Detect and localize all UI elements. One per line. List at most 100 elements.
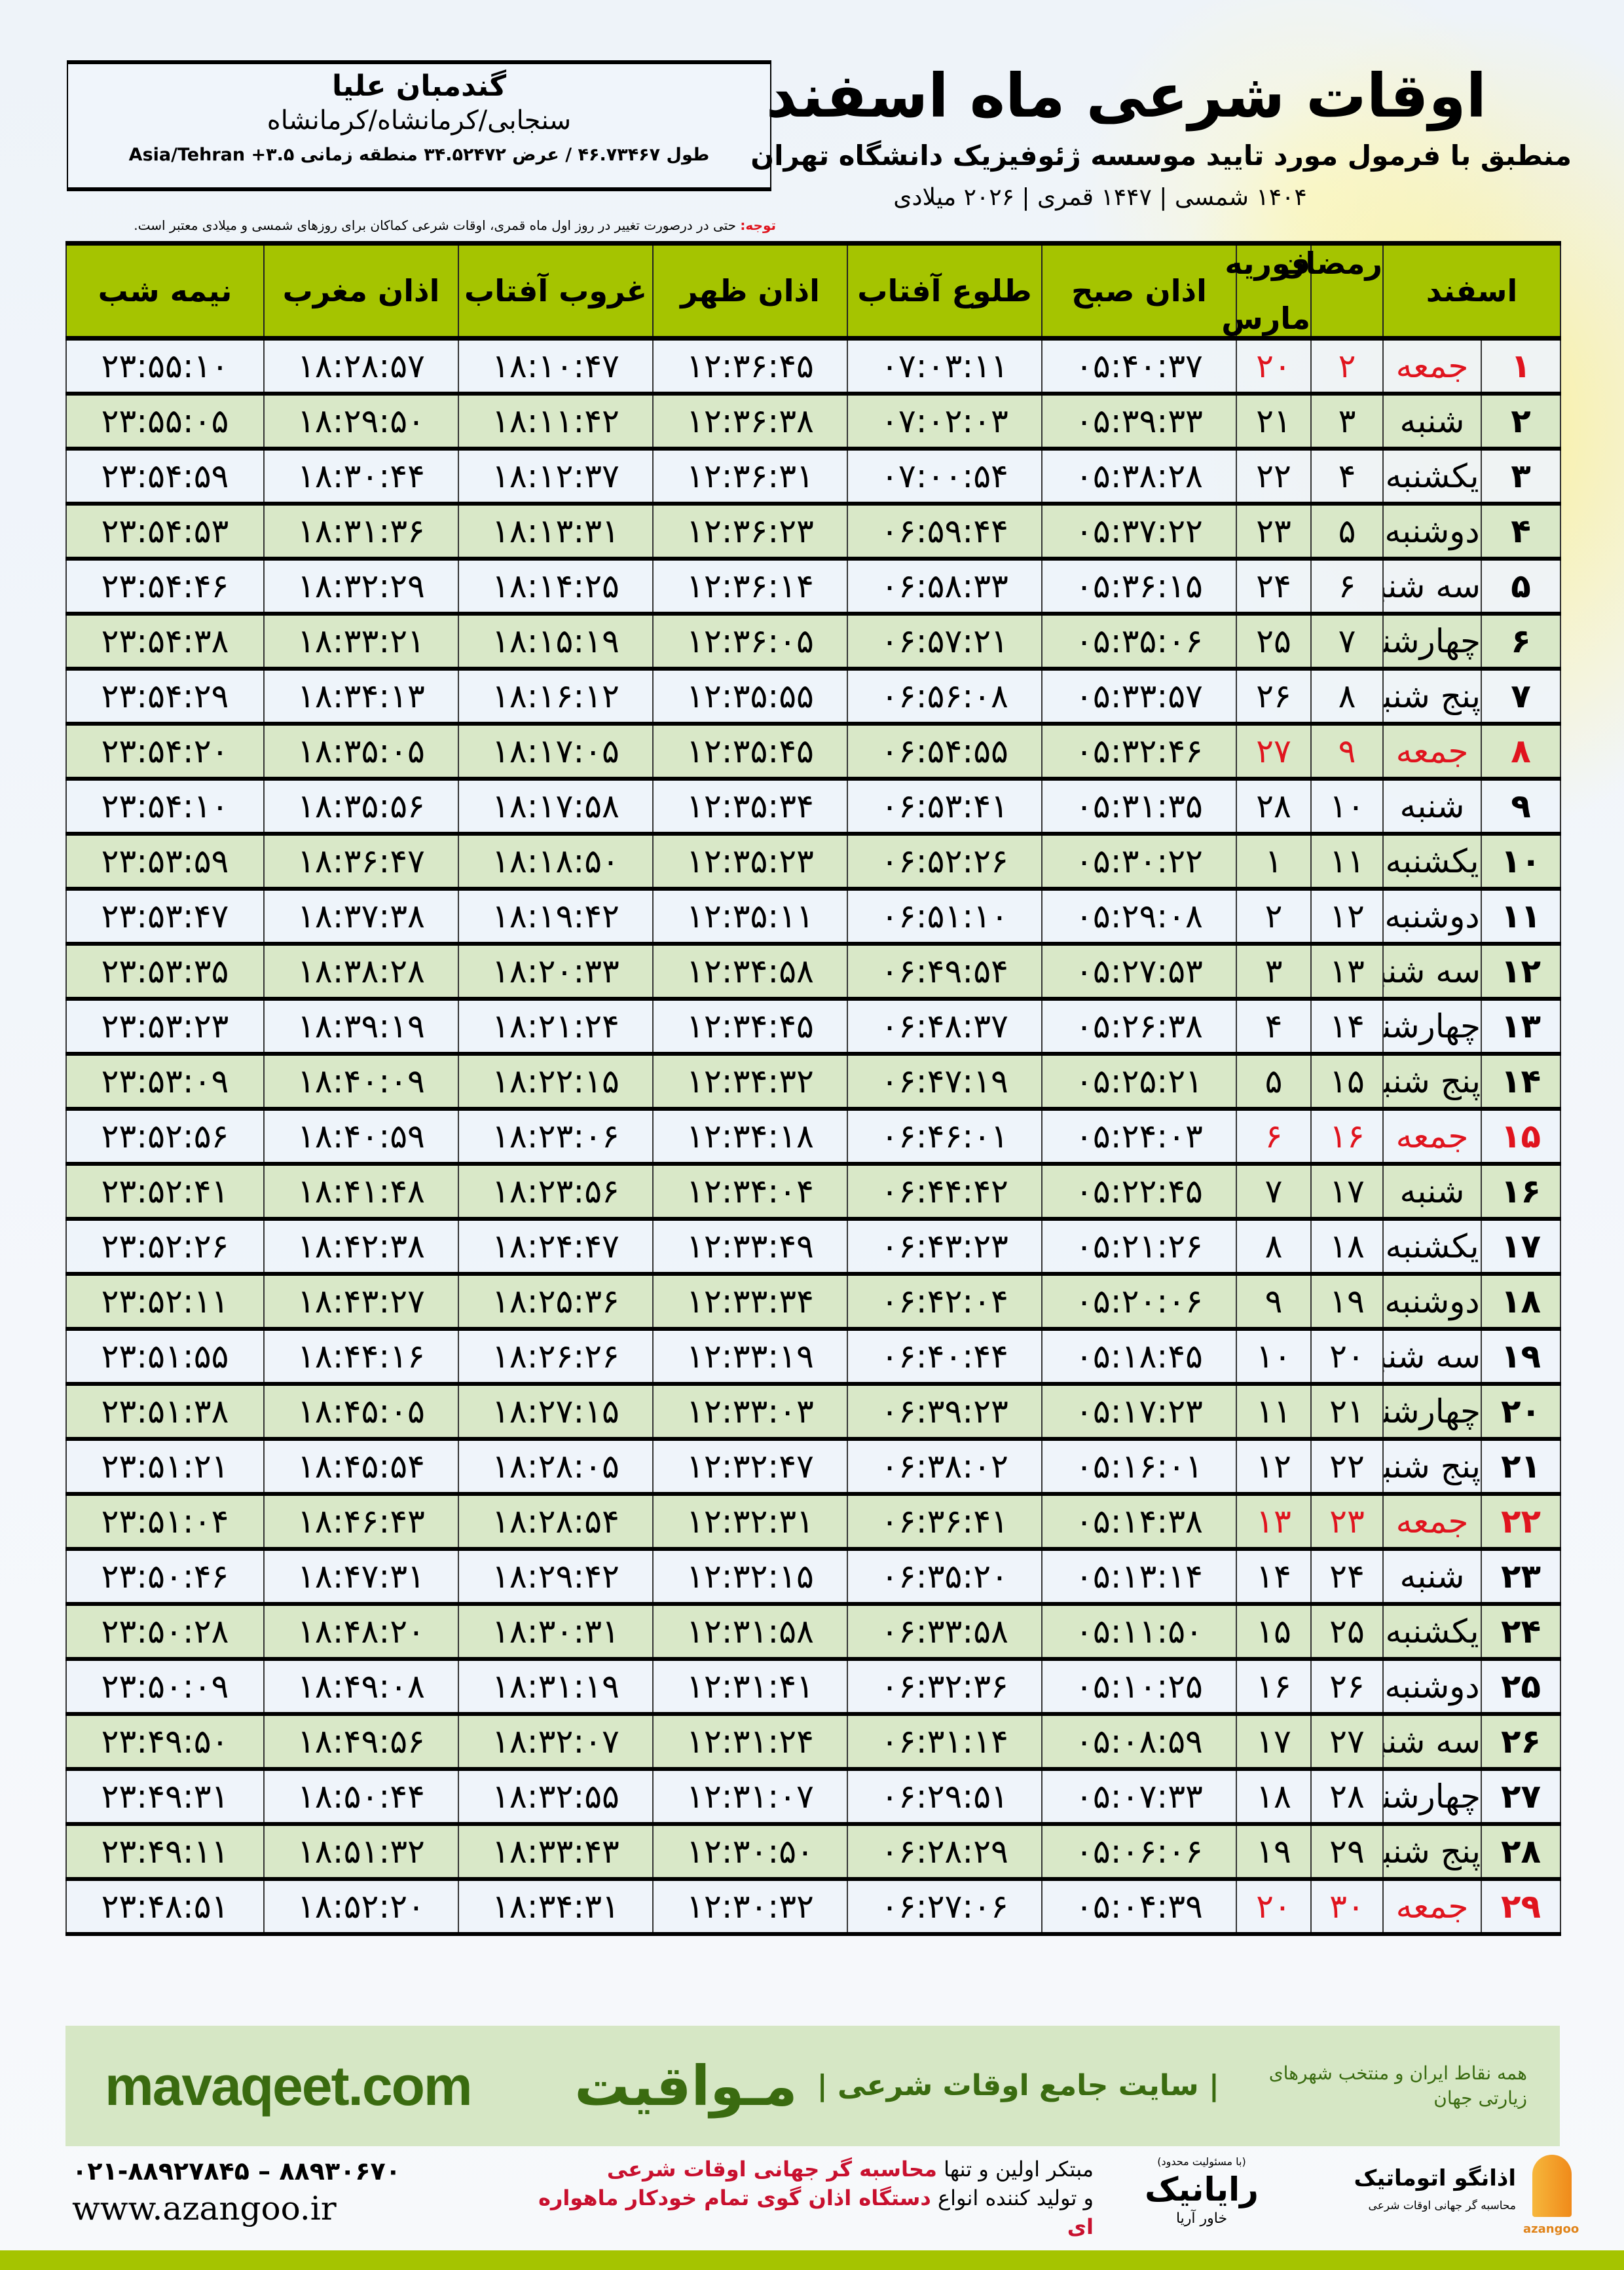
time-zohr: ۱۲:۳۲:۱۵ (652, 1549, 848, 1606)
ramadan-day: ۳ (1310, 394, 1384, 451)
time-nimeshab: ۲۳:۵۱:۲۱ (65, 1439, 265, 1496)
header-march: مارس (1221, 301, 1310, 336)
time-zohr: ۱۲:۳۱:۵۸ (652, 1604, 848, 1661)
time-ghorub: ۱۸:۱۱:۴۲ (458, 394, 654, 451)
time-tolu: ۰۶:۵۲:۲۶ (847, 834, 1043, 891)
weekday: سه شنبه (1382, 1329, 1482, 1386)
miladi-day: ۱ (1236, 834, 1312, 891)
time-maghreb: ۱۸:۳۷:۳۸ (263, 889, 459, 946)
weekday: یکشنبه (1382, 834, 1482, 891)
time-tolu: ۰۶:۵۷:۲۱ (847, 614, 1043, 671)
rayanik-small-text: (با مسئولیت محدود) (1157, 2155, 1246, 2168)
time-tolu: ۰۶:۳۹:۲۳ (847, 1384, 1043, 1441)
azangoo-website-link[interactable]: www.azangoo.ir (72, 2189, 337, 2227)
azangoo-logo: اذانگو اتوماتیک محاسبه گر جهانی اوقات شر… (1310, 2155, 1579, 2240)
time-zohr: ۱۲:۳۱:۴۱ (652, 1659, 848, 1716)
prayer-times-table: اسفند رمضان فوریه مارس اذان صبح طلوع آفت… (65, 241, 1561, 1936)
time-tolu: ۰۶:۲۸:۲۹ (847, 1824, 1043, 1881)
weekday: جمعه (1382, 1879, 1482, 1936)
time-zohr: ۱۲:۳۶:۳۱ (652, 449, 848, 506)
weekday: شنبه (1382, 1164, 1482, 1221)
day-number: ۷ (1481, 669, 1561, 726)
time-sobh: ۰۵:۲۵:۲۱ (1041, 1054, 1237, 1111)
day-number: ۱۲ (1481, 944, 1561, 1001)
ramadan-day: ۴ (1310, 449, 1384, 506)
ramadan-day: ۲۶ (1310, 1659, 1384, 1716)
time-zohr: ۱۲:۳۰:۳۲ (652, 1879, 848, 1936)
time-maghreb: ۱۸:۳۹:۱۹ (263, 999, 459, 1056)
time-nimeshab: ۲۳:۵۴:۲۹ (65, 669, 265, 726)
time-maghreb: ۱۸:۳۵:۵۶ (263, 779, 459, 836)
miladi-day: ۱۶ (1236, 1659, 1312, 1716)
time-nimeshab: ۲۳:۵۱:۳۸ (65, 1384, 265, 1441)
table-row: ۲۷چهارشنبه۲۸۱۸۰۵:۰۷:۳۳۰۶:۲۹:۵۱۱۲:۳۱:۰۷۱۸… (65, 1769, 1561, 1826)
promo-text: مبتکر اولین و تنها محاسبه گر جهانی اوقات… (517, 2155, 1094, 2241)
table-row: ۲۳ شنبه ۲۴ ۱۴ ۰۵:۱۳:۱۴ ۰۶:۳۵:۲۰ ۱۲:۳۲:۱۵ ۱۸:۲۹:… (65, 1549, 1561, 1606)
weekday: پنج شنبه (1382, 1824, 1482, 1881)
day-number: ۱۰ (1481, 834, 1561, 891)
time-nimeshab: ۲۳:۵۲:۲۶ (65, 1219, 265, 1276)
ramadan-day: ۱۰ (1310, 779, 1384, 836)
time-zohr: ۱۲:۳۶:۰۵ (652, 614, 848, 671)
miladi-day: ۷ (1236, 1164, 1312, 1221)
table-row: ۲۲ جمعه ۲۳ ۱۳ ۰۵:۱۴:۳۸ ۰۶:۳۶:۴۱ ۱۲:۳۲:۳۱ ۱۸:۲۸:… (65, 1494, 1561, 1551)
time-ghorub: ۱۸:۲۹:۴۲ (458, 1549, 654, 1606)
time-zohr: ۱۲:۳۲:۴۷ (652, 1439, 848, 1496)
time-sobh: ۰۵:۲۶:۳۸ (1041, 999, 1237, 1056)
miladi-day: ۲۲ (1236, 449, 1312, 506)
header-tolu: طلوع آفتاب (847, 241, 1043, 341)
table-row: ۲۴ یکشنبه ۲۵ ۱۵ ۰۵:۱۱:۵۰ ۰۶:۳۳:۵۸ ۱۲:۳۱:۵۸ ۱۸:۳… (65, 1604, 1561, 1661)
time-maghreb: ۱۸:۴۸:۲۰ (263, 1604, 459, 1661)
time-sobh: ۰۵:۱۷:۲۳ (1041, 1384, 1237, 1441)
day-number: ۱۶ (1481, 1164, 1561, 1221)
day-number: ۲۳ (1481, 1549, 1561, 1606)
time-nimeshab: ۲۳:۵۰:۲۸ (65, 1604, 265, 1661)
day-number: ۲۴ (1481, 1604, 1561, 1661)
promo-line-2-a: و تولید کننده انواع (931, 2186, 1094, 2210)
time-sobh: ۰۵:۳۹:۳۳ (1041, 394, 1237, 451)
time-tolu: ۰۶:۴۷:۱۹ (847, 1054, 1043, 1111)
mavaqeet-site-link[interactable]: mavaqeet.com (105, 2055, 473, 2117)
header-month: اسفند (1382, 241, 1561, 341)
time-ghorub: ۱۸:۱۷:۵۸ (458, 779, 654, 836)
header-zohr: اذان ظهر (652, 241, 848, 341)
day-number: ۲۶ (1481, 1714, 1561, 1771)
weekday: پنج شنبه (1382, 1439, 1482, 1496)
time-sobh: ۰۵:۱۴:۳۸ (1041, 1494, 1237, 1551)
promo-line-2-b: دستگاه اذان گوی تمام خودکار ماهواره ای (538, 2186, 1094, 2239)
time-zohr: ۱۲:۳۱:۲۴ (652, 1714, 848, 1771)
time-sobh: ۰۵:۳۳:۵۷ (1041, 669, 1237, 726)
miladi-day: ۲۱ (1236, 394, 1312, 451)
time-sobh: ۰۵:۱۳:۱۴ (1041, 1549, 1237, 1606)
time-maghreb: ۱۸:۴۵:۰۵ (263, 1384, 459, 1441)
time-tolu: ۰۶:۳۸:۰۲ (847, 1439, 1043, 1496)
miladi-day: ۱۷ (1236, 1714, 1312, 1771)
time-sobh: ۰۵:۳۶:۱۵ (1041, 559, 1237, 616)
time-zohr: ۱۲:۳۴:۱۸ (652, 1109, 848, 1166)
time-zohr: ۱۲:۳۳:۴۹ (652, 1219, 848, 1276)
ramadan-day: ۲۷ (1310, 1714, 1384, 1771)
weekday: پنج شنبه (1382, 1054, 1482, 1111)
banner-tagline-2: همه نقاط ایران و منتخب شهرهای زیارتی جها… (1268, 2062, 1527, 2109)
day-number: ۲۷ (1481, 1769, 1561, 1826)
time-maghreb: ۱۸:۴۲:۳۸ (263, 1219, 459, 1276)
day-number: ۸ (1481, 724, 1561, 781)
rayanik-logo: (با مسئولیت محدود) رایانیک خاور آریا (1120, 2155, 1283, 2228)
header-ramadan: رمضان (1280, 241, 1384, 341)
time-nimeshab: ۲۳:۵۲:۱۱ (65, 1274, 265, 1331)
time-ghorub: ۱۸:۱۴:۲۵ (458, 559, 654, 616)
footer: ۰۲۱-۸۸۹۲۷۸۴۵ – ۸۸۹۳۰۶۷۰ www.azangoo.ir م… (72, 2155, 1579, 2246)
ramadan-day: ۲۹ (1310, 1824, 1384, 1881)
miladi-day: ۱۳ (1236, 1494, 1312, 1551)
time-ghorub: ۱۸:۳۱:۱۹ (458, 1659, 654, 1716)
time-maghreb: ۱۸:۲۸:۵۷ (263, 338, 459, 396)
time-ghorub: ۱۸:۳۲:۰۷ (458, 1714, 654, 1771)
time-nimeshab: ۲۳:۵۳:۰۹ (65, 1054, 265, 1111)
ramadan-day: ۱۹ (1310, 1274, 1384, 1331)
weekday: چهارشنبه (1382, 614, 1482, 671)
time-tolu: ۰۶:۴۶:۰۱ (847, 1109, 1043, 1166)
table-row: ۱۵ جمعه ۱۶ ۶ ۰۵:۲۴:۰۳ ۰۶:۴۶:۰۱ ۱۲:۳۴:۱۸ ۱۸:۲۳:۰… (65, 1109, 1561, 1166)
time-nimeshab: ۲۳:۵۰:۰۹ (65, 1659, 265, 1716)
